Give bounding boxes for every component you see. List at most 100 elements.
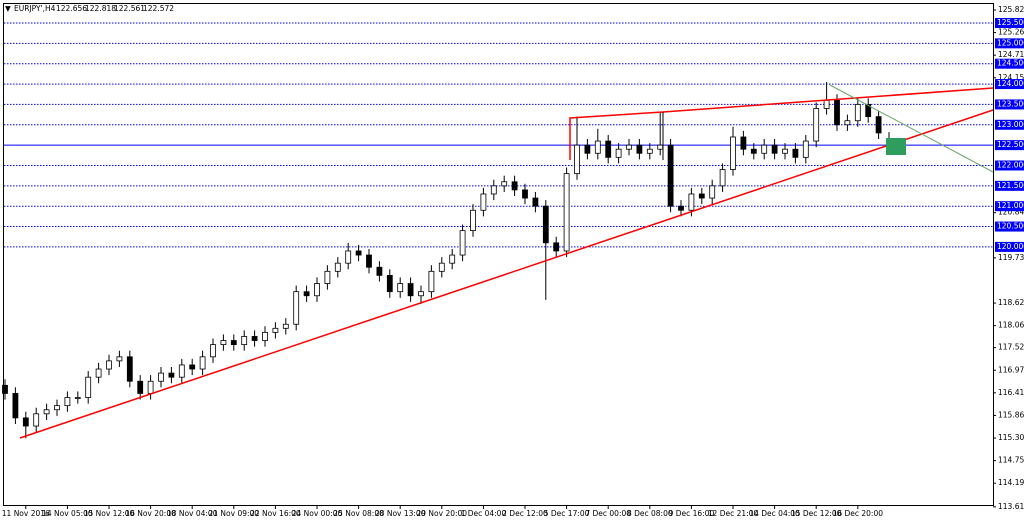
candle-body bbox=[449, 254, 456, 264]
candle-body bbox=[314, 283, 320, 297]
drawings bbox=[19, 84, 994, 439]
ohlc-high: 122.818 bbox=[85, 4, 116, 13]
level-label: 123.000 bbox=[997, 120, 1024, 129]
candle-body bbox=[750, 148, 757, 154]
level-box bbox=[995, 180, 1024, 191]
candle-body bbox=[844, 120, 851, 126]
candle-body bbox=[574, 144, 580, 175]
candle-body bbox=[74, 397, 81, 399]
x-tick-label: 1 Dec 04:00 bbox=[461, 509, 507, 518]
candle-body bbox=[407, 283, 414, 297]
levels bbox=[4, 22, 993, 248]
candle-body bbox=[334, 262, 341, 272]
candle-body bbox=[854, 104, 861, 122]
x-tick-label: 18 Nov 04:00 bbox=[167, 509, 218, 518]
candle-body bbox=[116, 356, 123, 362]
level-label: 123.500 bbox=[997, 99, 1024, 108]
level-label: 121.500 bbox=[997, 181, 1024, 190]
y-tick-label: 124.155 bbox=[998, 73, 1024, 82]
level-box bbox=[995, 140, 1024, 151]
candle-body bbox=[646, 148, 653, 154]
candle-body bbox=[54, 405, 60, 411]
x-tick-label: 12 Dec 21:00 bbox=[708, 509, 759, 518]
trend-line bbox=[829, 84, 994, 173]
x-tick-label: 29 Nov 20:00 bbox=[417, 509, 468, 518]
menu-arrow[interactable]: ▼ bbox=[5, 4, 11, 13]
trend-line bbox=[569, 87, 994, 160]
candle-body bbox=[802, 140, 809, 158]
candle-body bbox=[355, 250, 362, 256]
level-box bbox=[995, 99, 1024, 110]
candle-body bbox=[189, 364, 196, 370]
x-tick-label: 28 Nov 13:00 bbox=[375, 509, 426, 518]
y-tick-label: 113.615 bbox=[998, 502, 1024, 511]
y-tick-label: 115.305 bbox=[998, 433, 1024, 442]
candle-body bbox=[126, 356, 133, 382]
level-box bbox=[995, 241, 1024, 252]
candle-body bbox=[709, 185, 716, 199]
x-tick-label: 15 Dec 12:00 bbox=[791, 509, 842, 518]
candle-body bbox=[199, 356, 206, 370]
candle-body bbox=[730, 136, 736, 170]
candle-body bbox=[532, 197, 539, 207]
candle-body bbox=[470, 209, 476, 232]
candle-body bbox=[813, 108, 820, 142]
x-tick-label: 16 Dec 20:00 bbox=[833, 509, 884, 518]
candle-body bbox=[771, 144, 778, 154]
y-tick-label: 125.820 bbox=[998, 5, 1024, 14]
candle-body bbox=[875, 116, 882, 134]
y-tick-label: 125.265 bbox=[998, 28, 1024, 37]
candle-body bbox=[241, 336, 248, 346]
y-tick-label: 118.065 bbox=[998, 321, 1024, 330]
x-tick-label: 21 Nov 09:00 bbox=[209, 509, 260, 518]
candle-body bbox=[615, 148, 622, 158]
candle-body bbox=[698, 193, 705, 199]
candle-body bbox=[85, 376, 92, 398]
x-tick-label: 16 Nov 20:00 bbox=[125, 509, 176, 518]
candle-body bbox=[719, 169, 726, 187]
candle-body bbox=[22, 417, 29, 427]
candle-body bbox=[262, 331, 268, 341]
candle-body bbox=[438, 262, 445, 272]
symbol: EURJPY',H4 bbox=[14, 4, 56, 13]
candle-body bbox=[43, 409, 50, 415]
candle-body bbox=[594, 140, 601, 154]
candle-body bbox=[324, 270, 331, 284]
candle-body bbox=[740, 136, 747, 150]
candle-body bbox=[303, 291, 310, 297]
candle-body bbox=[490, 185, 497, 195]
level-label: 125.500 bbox=[997, 18, 1024, 27]
x-tick-label: 15 Nov 12:00 bbox=[84, 509, 135, 518]
y-tick-label: 114.195 bbox=[998, 478, 1024, 487]
candle-body bbox=[511, 181, 518, 191]
x-tick-label: 14 Nov 05:00 bbox=[42, 509, 93, 518]
candle-body bbox=[605, 140, 612, 158]
candle-body bbox=[522, 189, 528, 199]
x-tick-label: 2 Dec 12:00 bbox=[502, 509, 548, 518]
y-tick-label: 114.750 bbox=[998, 456, 1024, 465]
level-label: 120.500 bbox=[997, 222, 1024, 231]
candle-body bbox=[178, 364, 185, 378]
level-box bbox=[995, 38, 1024, 49]
ohlc-low: 122.561 bbox=[114, 4, 145, 13]
y-tick-label: 117.525 bbox=[998, 343, 1024, 352]
level-label: 125.000 bbox=[997, 38, 1024, 47]
candle-body bbox=[366, 254, 372, 268]
x-tick-label: 22 Nov 16:00 bbox=[250, 509, 301, 518]
y-tick-label: 124.710 bbox=[998, 50, 1024, 59]
candle-body bbox=[584, 144, 591, 154]
header: ▼ EURJPY',H4 122.656 122.818 122.561 122… bbox=[5, 4, 174, 13]
level-box bbox=[995, 18, 1024, 29]
level-label: 124.500 bbox=[997, 59, 1024, 68]
candle-body bbox=[272, 327, 279, 333]
candle-body bbox=[168, 372, 175, 378]
level-box bbox=[995, 119, 1024, 130]
level-label: 121.000 bbox=[997, 201, 1024, 210]
trend-line bbox=[19, 109, 994, 439]
candle-body bbox=[282, 323, 289, 329]
ohlc-open: 122.656 bbox=[56, 4, 87, 13]
y-tick-label: 118.620 bbox=[998, 298, 1024, 307]
candle-body bbox=[667, 144, 674, 207]
y-tick-label: 120.840 bbox=[998, 208, 1024, 217]
